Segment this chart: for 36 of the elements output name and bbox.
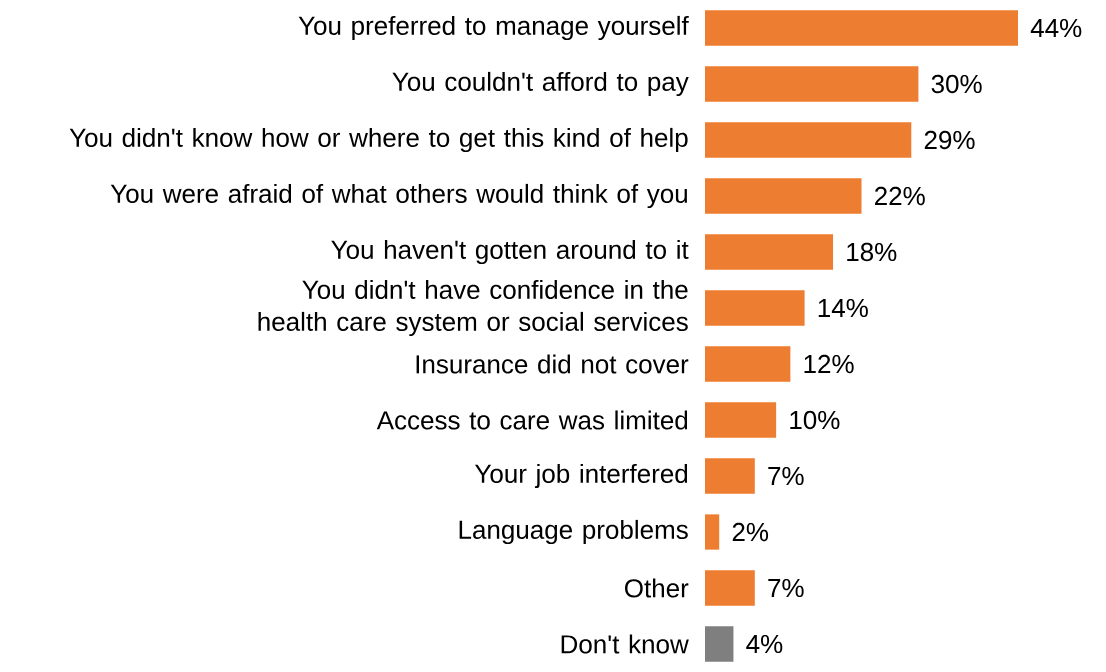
y-tick-label: Other (625, 578, 689, 598)
y-tick-label: You preferred to manage yourself (298, 15, 689, 41)
data-label: 2% (732, 522, 769, 542)
data-label: 18% (847, 242, 897, 262)
data-label: 7% (768, 466, 804, 486)
bar (705, 10, 1018, 46)
y-tick-label: You didn't know how or where to get this kind of help (69, 127, 688, 153)
y-tick-label: You were afraid of what others would think of you (110, 183, 687, 209)
y-tick-label: Your job interfered (474, 463, 688, 489)
bar (705, 122, 912, 158)
data-label: 14% (818, 298, 868, 318)
bar (705, 514, 720, 550)
data-label: 30% (931, 74, 982, 94)
y-tick-label: You haven't gotten around to it (331, 239, 689, 265)
data-label: 44% (1030, 18, 1082, 38)
y-tick-label: Insurance did not cover (416, 354, 689, 374)
data-label: 12% (804, 354, 854, 374)
data-label: 22% (875, 186, 925, 206)
data-label: 10% (790, 410, 840, 430)
data-label: 7% (768, 578, 804, 598)
bar (705, 570, 755, 606)
bar (705, 402, 777, 438)
bar (705, 290, 805, 326)
bar (705, 346, 791, 382)
y-tick-label: You couldn't afford to pay (392, 71, 689, 97)
bar (705, 458, 755, 494)
bar (705, 234, 834, 270)
y-tick-label: Don't know (561, 634, 689, 654)
bar (705, 178, 862, 214)
y-tick-label: Language problems (459, 519, 688, 545)
bar (705, 626, 734, 662)
y-tick-label: You didn't have confidence in the health care system or social services (258, 279, 688, 337)
bar (705, 66, 919, 102)
data-label: 29% (924, 130, 975, 150)
data-label: 4% (746, 634, 783, 654)
y-tick-label: Access to care was limited (376, 410, 688, 430)
